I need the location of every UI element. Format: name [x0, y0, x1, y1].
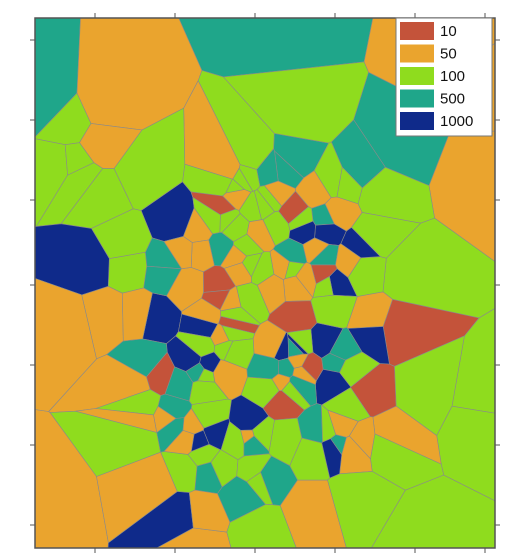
legend-label: 1000 — [440, 113, 473, 130]
legend-swatch — [400, 22, 434, 40]
legend: 10 50 100 500 1000 — [396, 18, 492, 136]
legend-swatch — [400, 67, 434, 85]
legend-label: 10 — [440, 23, 457, 40]
legend-label: 50 — [440, 45, 457, 62]
legend-label: 100 — [440, 68, 465, 85]
voronoi-cell — [108, 252, 147, 293]
page: 10501005001000 (() => { const data = JSO… — [0, 0, 515, 560]
legend-swatch — [400, 90, 434, 108]
map: 10 50 100 500 1000 — [0, 0, 515, 560]
legend-swatch — [400, 112, 434, 130]
legend-swatch — [400, 45, 434, 63]
legend-label: 500 — [440, 90, 465, 107]
